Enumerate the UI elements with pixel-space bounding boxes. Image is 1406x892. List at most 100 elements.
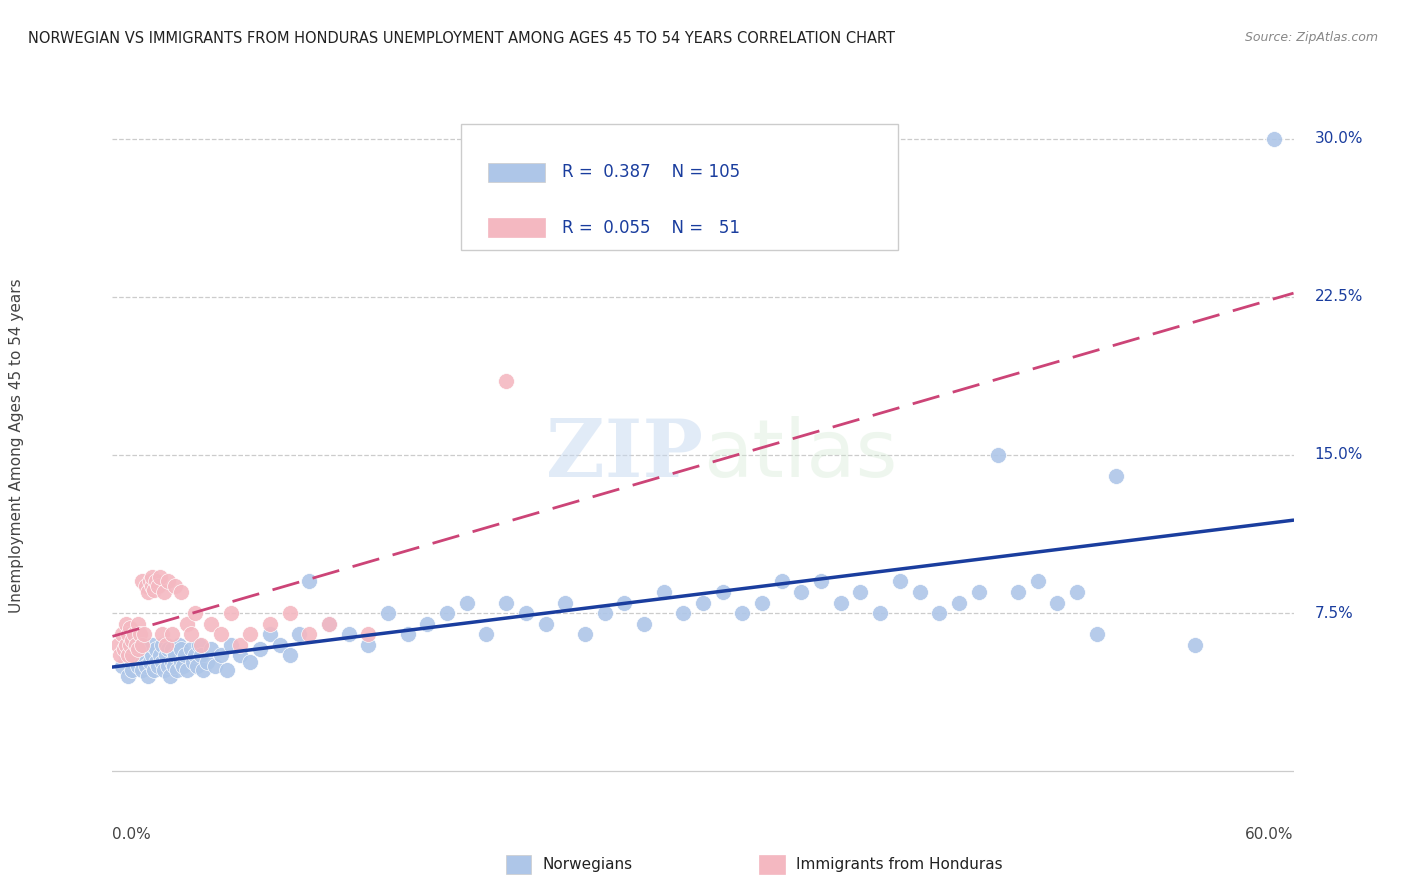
Text: 22.5%: 22.5%	[1315, 289, 1362, 304]
Text: 0.0%: 0.0%	[112, 827, 152, 841]
Point	[125, 638, 148, 652]
Point	[141, 638, 163, 652]
Point	[731, 606, 754, 620]
Point	[142, 663, 165, 677]
Point	[110, 648, 132, 663]
Point	[215, 663, 238, 677]
Point	[120, 638, 142, 652]
Point	[121, 663, 143, 677]
Text: 30.0%: 30.0%	[1315, 131, 1362, 146]
Point	[416, 616, 439, 631]
Point	[1066, 585, 1088, 599]
Text: 60.0%: 60.0%	[1246, 827, 1294, 841]
Point	[141, 579, 163, 593]
Point	[145, 641, 167, 656]
Point	[141, 648, 163, 663]
Point	[159, 669, 181, 683]
Point	[534, 616, 557, 631]
Point	[377, 606, 399, 620]
Point	[132, 627, 155, 641]
Point	[554, 595, 576, 609]
Point	[967, 585, 990, 599]
Text: Source: ZipAtlas.com: Source: ZipAtlas.com	[1244, 31, 1378, 45]
Point	[357, 638, 380, 652]
Point	[170, 641, 193, 656]
Point	[1026, 574, 1049, 589]
Point	[121, 648, 143, 663]
Text: 7.5%: 7.5%	[1315, 606, 1354, 621]
Point	[337, 627, 360, 641]
Point	[117, 627, 139, 641]
Point	[169, 638, 191, 652]
Point	[180, 627, 202, 641]
Text: ZIP: ZIP	[546, 416, 703, 494]
Point	[219, 638, 242, 652]
Point	[160, 641, 183, 656]
Point	[131, 655, 153, 669]
Point	[751, 595, 773, 609]
Text: Unemployment Among Ages 45 to 54 years: Unemployment Among Ages 45 to 54 years	[10, 278, 24, 614]
Point	[146, 579, 169, 593]
Point	[155, 648, 177, 663]
Point	[122, 627, 145, 641]
Point	[131, 574, 153, 589]
Point	[121, 633, 143, 648]
Point	[117, 669, 139, 683]
Point	[174, 648, 197, 663]
Point	[849, 585, 872, 599]
Point	[176, 663, 198, 677]
Point	[170, 585, 193, 599]
Point	[209, 648, 232, 663]
Point	[770, 574, 793, 589]
Point	[186, 658, 208, 673]
Point	[141, 570, 163, 584]
Point	[298, 574, 321, 589]
Point	[115, 638, 138, 652]
Point	[160, 627, 183, 641]
Point	[987, 448, 1010, 462]
Point	[790, 585, 813, 599]
Point	[139, 655, 162, 669]
Point	[1184, 638, 1206, 652]
Point	[135, 579, 157, 593]
Point	[190, 648, 212, 663]
Point	[184, 606, 207, 620]
Point	[475, 627, 498, 641]
Point	[156, 658, 179, 673]
Point	[150, 638, 173, 652]
Point	[156, 641, 179, 656]
Point	[195, 655, 218, 669]
Point	[127, 658, 149, 673]
Point	[120, 621, 142, 635]
Point	[120, 638, 142, 652]
Point	[830, 595, 852, 609]
Point	[181, 655, 204, 669]
Point	[396, 627, 419, 641]
Point	[132, 648, 155, 663]
Point	[288, 627, 311, 641]
Point	[165, 579, 187, 593]
Point	[249, 641, 271, 656]
Point	[495, 374, 517, 388]
Point	[318, 616, 340, 631]
Point	[135, 658, 157, 673]
Point	[200, 641, 222, 656]
Point	[652, 585, 675, 599]
Point	[1263, 131, 1285, 145]
Point	[1007, 585, 1029, 599]
Point	[184, 648, 207, 663]
Point	[1085, 627, 1108, 641]
Point	[156, 574, 179, 589]
Text: atlas: atlas	[703, 416, 897, 494]
Point	[229, 638, 252, 652]
Point	[889, 574, 911, 589]
Point	[219, 606, 242, 620]
Point	[111, 627, 134, 641]
Point	[165, 648, 187, 663]
Point	[269, 638, 291, 652]
Point	[613, 595, 636, 609]
Point	[180, 641, 202, 656]
Point	[574, 627, 596, 641]
Point	[928, 606, 950, 620]
Point	[456, 595, 478, 609]
